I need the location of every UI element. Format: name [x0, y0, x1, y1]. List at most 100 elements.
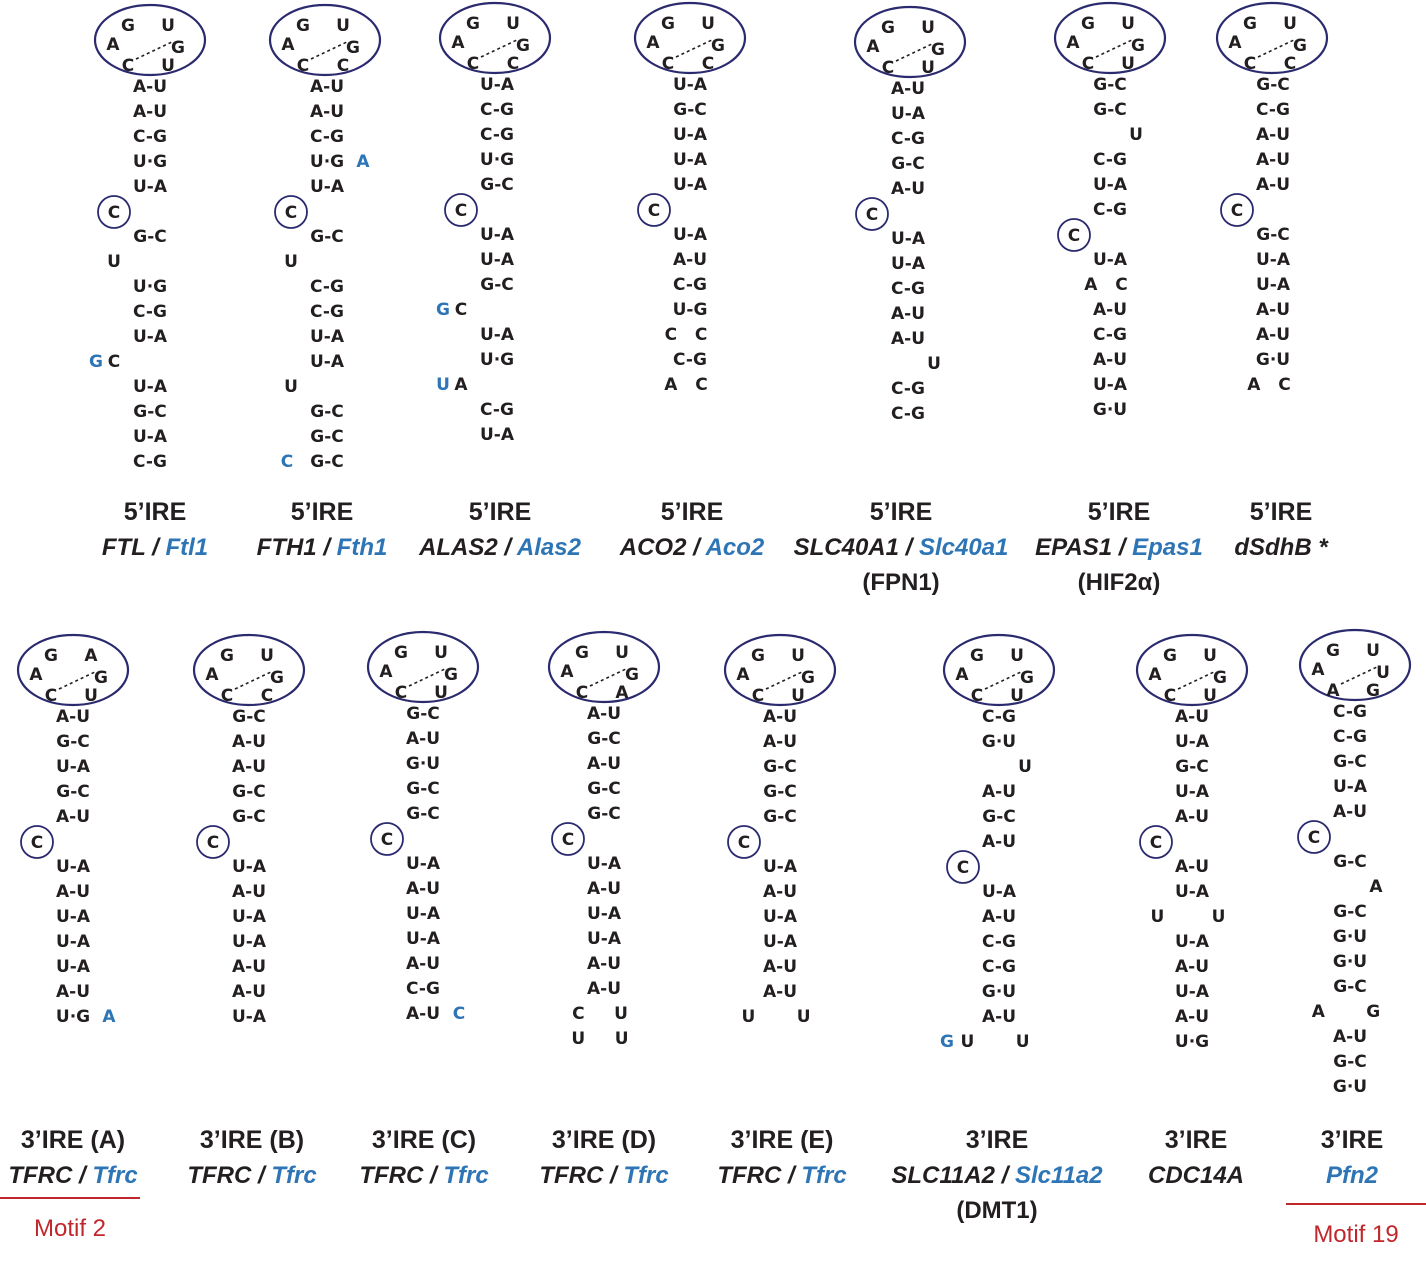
- stem-base-pair: G-C: [480, 275, 514, 295]
- stem-base-pair: U-A: [587, 929, 622, 949]
- gene-name-label: SLC40A1 / Slc40a1: [794, 534, 1009, 561]
- hairpin-loop: [942, 633, 1056, 707]
- bulge-nucleotide: C: [866, 205, 878, 225]
- bulge-nucleotide: C: [381, 830, 393, 850]
- hairpin-loop: [633, 1, 747, 75]
- human-gene: FTH1: [257, 534, 317, 561]
- human-gene: SLC11A2: [891, 1162, 995, 1189]
- stem-base-pair: U-A: [1175, 982, 1210, 1002]
- loop-nucleotide: C: [45, 686, 57, 706]
- stem-base-pair: C-G: [406, 979, 440, 999]
- stem-base-pair: G·U: [982, 982, 1016, 1002]
- stem-base-pair: G·U: [406, 754, 440, 774]
- bulge-circle: [444, 193, 478, 227]
- human-gene: TFRC: [359, 1162, 424, 1189]
- hairpin-loop: [1215, 1, 1329, 75]
- stem-base-pair: U-A: [1175, 882, 1210, 902]
- stem-base-pair: U: [284, 252, 298, 272]
- stem-base-pair: C-G: [1333, 727, 1367, 747]
- bulge-circle: [855, 197, 889, 231]
- bulge-nucleotide: C: [957, 858, 969, 878]
- stem-base-pair: A-U: [1175, 807, 1209, 827]
- stem-base-pair: U-A: [673, 225, 708, 245]
- stem-base-pair: U U: [571, 1029, 628, 1049]
- loop-nucleotide: G: [121, 16, 135, 36]
- stem-base-pair: C-G: [480, 400, 514, 420]
- loop-nucleotide: U: [1010, 686, 1024, 706]
- gene-separator: /: [899, 534, 919, 561]
- stem-base-pair: A-U: [1175, 957, 1209, 977]
- ire-type-label: 3’IRE (A): [21, 1126, 125, 1154]
- bulge-circle: [1297, 820, 1331, 854]
- loop-nucleotide: C: [1082, 54, 1094, 74]
- stem-base-pair: U U: [741, 1007, 810, 1027]
- loop-nucleotide: G: [466, 14, 480, 34]
- stem-base-pair: A-U: [982, 832, 1016, 852]
- stem-base-pair: G·U: [1256, 350, 1290, 370]
- ire-type-label: 5’IRE: [291, 498, 354, 526]
- stem-base-pair: G-C: [1175, 757, 1209, 777]
- stem-base-pair: G-C: [56, 782, 90, 802]
- ire-type-label: 5’IRE: [124, 498, 187, 526]
- hairpin-loop: [438, 1, 552, 75]
- hairpin-loop: [192, 633, 306, 707]
- stem-base-pair: U-A: [673, 175, 708, 195]
- loop-nucleotide: G: [711, 36, 725, 56]
- loop-nucleotide: U: [1121, 54, 1135, 74]
- stem-base-pair: A-U: [891, 179, 925, 199]
- stem-base-pair: U: [927, 354, 941, 374]
- loop-nucleotide: A: [866, 37, 880, 57]
- stem-base-pair: U-A: [310, 327, 345, 347]
- stem-base-pair: G·U: [982, 732, 1016, 752]
- stem-base-pair: A: [1369, 877, 1383, 897]
- loop-base-pair-dash: [1340, 665, 1380, 685]
- stem-base-pair: A-U: [1333, 1027, 1367, 1047]
- stem-base-pair: A-U: [310, 77, 344, 97]
- stem-base-pair: G-C: [1333, 752, 1367, 772]
- loop-nucleotide: U: [1376, 663, 1390, 683]
- loop-nucleotide: U: [84, 686, 98, 706]
- stem-base-pair: G-C: [673, 100, 707, 120]
- loop-nucleotide: U: [434, 643, 448, 663]
- stem-base-pair: A-U: [763, 957, 797, 977]
- stem-base-pair: A-U: [232, 882, 266, 902]
- stem-base-pair: U-A: [891, 104, 926, 124]
- loop-base-pair-dash: [895, 42, 935, 62]
- human-gene: TFRC: [8, 1162, 73, 1189]
- stem-base-pair: G-C: [406, 779, 440, 799]
- stem-base-pair: G-C: [232, 782, 266, 802]
- loop-base-pair-dash: [234, 670, 274, 690]
- stem-base-pair: A-U: [56, 982, 90, 1002]
- stem-base-pair: A-U: [56, 707, 90, 727]
- gene-separator: /: [498, 534, 517, 561]
- bulge-circle: [551, 822, 585, 856]
- protein-alias-label: (FPN1): [862, 569, 939, 596]
- mouse-gene: Fth1: [337, 534, 388, 561]
- hairpin-loop: [1298, 628, 1412, 702]
- loop-nucleotide: U: [260, 646, 274, 666]
- stem-base-pair: C-G: [673, 275, 707, 295]
- bulge-circle: [637, 193, 671, 227]
- gene-name-label: TFRC / Tfrc: [359, 1162, 488, 1189]
- stem-base-pair: U-A: [406, 854, 441, 874]
- stem-base-pair: U-A: [480, 225, 515, 245]
- stem-base-pair: U: [1018, 757, 1032, 777]
- loop-base-pair-dash: [984, 670, 1024, 690]
- loop-base-pair-dash: [480, 38, 520, 58]
- variant-nucleotide: U: [436, 375, 450, 395]
- bulge-nucleotide: C: [738, 833, 750, 853]
- loop-nucleotide: A: [84, 646, 98, 666]
- variant-nucleotide: A: [102, 1007, 116, 1027]
- stem-base-pair: C-G: [1256, 100, 1290, 120]
- variant-nucleotide: C: [281, 452, 293, 472]
- loop-nucleotide: C: [122, 56, 134, 76]
- bulge-nucleotide: C: [207, 833, 219, 853]
- loop-base-pair-dash: [765, 670, 805, 690]
- loop-nucleotide: C: [221, 686, 233, 706]
- gene-name-label: TFRC / Tfrc: [539, 1162, 668, 1189]
- stem-base-pair: U-A: [133, 377, 168, 397]
- gene-separator: /: [423, 1162, 443, 1189]
- stem-base-pair: C-G: [133, 452, 167, 472]
- protein-alias-label: (DMT1): [956, 1197, 1037, 1224]
- stem-base-pair: C-G: [480, 100, 514, 120]
